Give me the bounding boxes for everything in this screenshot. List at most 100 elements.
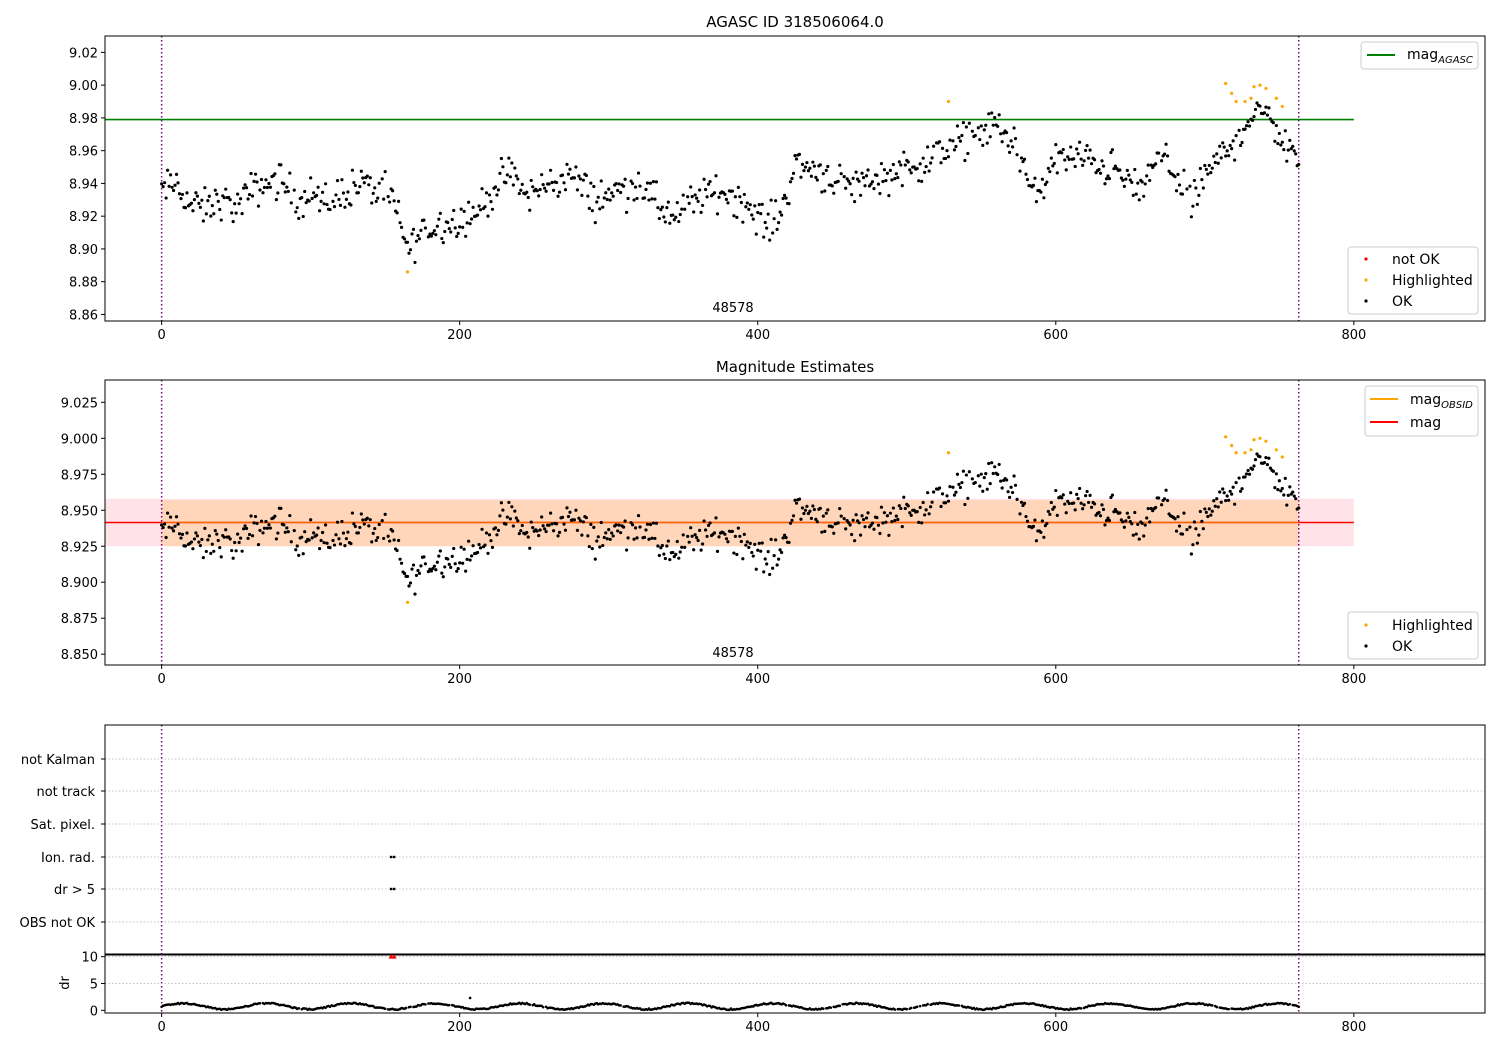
ok-point	[900, 524, 904, 529]
panel-agasc: AGASC ID 318506064.0 8.86 8.88 8.90 8.92 8.9…	[69, 13, 1486, 343]
ok-point	[198, 205, 202, 209]
ok-point	[937, 140, 942, 144]
ok-point	[572, 176, 577, 180]
ok-point	[897, 160, 901, 164]
ok-point	[762, 570, 766, 574]
ok-point	[623, 177, 627, 181]
ok-point	[1176, 172, 1180, 176]
ok-point	[464, 234, 468, 238]
highlighted-point	[1252, 438, 1256, 442]
ok-point	[589, 522, 593, 526]
ok-point	[195, 194, 199, 198]
ok-point	[759, 212, 763, 216]
ok-point	[791, 171, 796, 175]
ok-point	[1262, 111, 1267, 115]
ok-point	[320, 190, 325, 194]
ok-point	[179, 197, 183, 201]
ok-point	[978, 484, 982, 488]
ok-point	[264, 178, 268, 182]
ok-point	[705, 534, 709, 539]
ok-point	[1134, 532, 1138, 536]
ok-point	[359, 512, 363, 516]
ok-point	[1194, 527, 1198, 531]
ok-point	[854, 513, 858, 517]
ok-point	[1024, 514, 1028, 519]
ok-point	[1022, 157, 1027, 161]
ok-point	[414, 239, 419, 243]
ok-point	[207, 534, 211, 538]
ok-point	[762, 235, 766, 239]
ok-point	[247, 192, 252, 197]
highlighted-point	[946, 99, 951, 104]
ok-point	[1182, 511, 1186, 515]
ok-point	[531, 526, 535, 530]
ok-point	[368, 176, 372, 180]
ok-point	[747, 545, 751, 550]
ok-point	[681, 533, 685, 537]
ok-point	[458, 561, 462, 565]
ok-point	[619, 531, 623, 535]
ok-point	[589, 181, 593, 185]
ok-point	[802, 511, 806, 516]
ok-point	[1042, 196, 1046, 200]
ok-point	[1297, 162, 1301, 167]
ok-point	[168, 515, 173, 519]
panel1-y-ticks: 8.86 8.88 8.90 8.92 8.94 8.96 8.98 9.00 9.02	[69, 46, 105, 323]
ok-point	[331, 538, 335, 543]
ok-point	[498, 514, 502, 518]
ok-point	[957, 135, 961, 140]
ok-point	[1051, 164, 1055, 168]
ok-point	[222, 535, 226, 539]
ok-point	[683, 545, 687, 549]
ok-point	[784, 536, 788, 540]
ok-point	[195, 534, 199, 538]
ok-point	[800, 162, 805, 166]
ok-point	[960, 133, 964, 138]
ok-point	[1292, 149, 1296, 153]
ok-point	[593, 557, 597, 561]
ok-point	[1215, 152, 1219, 156]
ok-point	[398, 221, 402, 225]
legend-highlighted: Highlighted	[1392, 273, 1473, 289]
ok-point	[690, 534, 694, 538]
ok-point	[578, 519, 582, 523]
x-tick-label: 0	[157, 328, 165, 343]
ok-point	[863, 184, 867, 188]
ok-point	[963, 502, 967, 507]
ok-point	[312, 531, 316, 535]
ok-point	[1008, 495, 1012, 499]
panel1-x-ticks: 0 200 400 600 800	[157, 321, 1366, 343]
ok-point	[735, 552, 739, 557]
ok-point	[283, 530, 287, 534]
ok-point	[788, 521, 793, 525]
ok-point	[765, 226, 769, 230]
panel2-legend-lines: magOBSID mag	[1364, 385, 1479, 437]
ok-point	[701, 203, 705, 208]
ok-point	[318, 547, 322, 551]
panel1-frame	[104, 35, 1486, 322]
ok-point	[781, 536, 785, 540]
ok-point	[335, 520, 340, 524]
ok-point	[738, 195, 742, 199]
ok-point	[170, 526, 174, 530]
ok-point	[177, 192, 182, 196]
ok-point	[839, 172, 843, 176]
ok-point	[1103, 182, 1107, 186]
ok-point	[815, 178, 819, 182]
ok-point	[742, 532, 746, 536]
ok-point	[847, 521, 851, 525]
ok-point	[1143, 523, 1147, 527]
ok-point	[380, 519, 384, 523]
ok-point	[838, 507, 842, 511]
ok-point	[1133, 510, 1137, 515]
ok-point	[820, 530, 824, 534]
ok-point	[1061, 493, 1065, 497]
flag-row-label: OBS not OK	[20, 916, 96, 931]
ok-point	[730, 529, 735, 534]
ok-point	[1253, 458, 1258, 462]
ok-point	[443, 565, 447, 569]
ok-point	[1100, 503, 1104, 507]
ok-point	[551, 529, 556, 533]
ok-point	[516, 177, 520, 181]
